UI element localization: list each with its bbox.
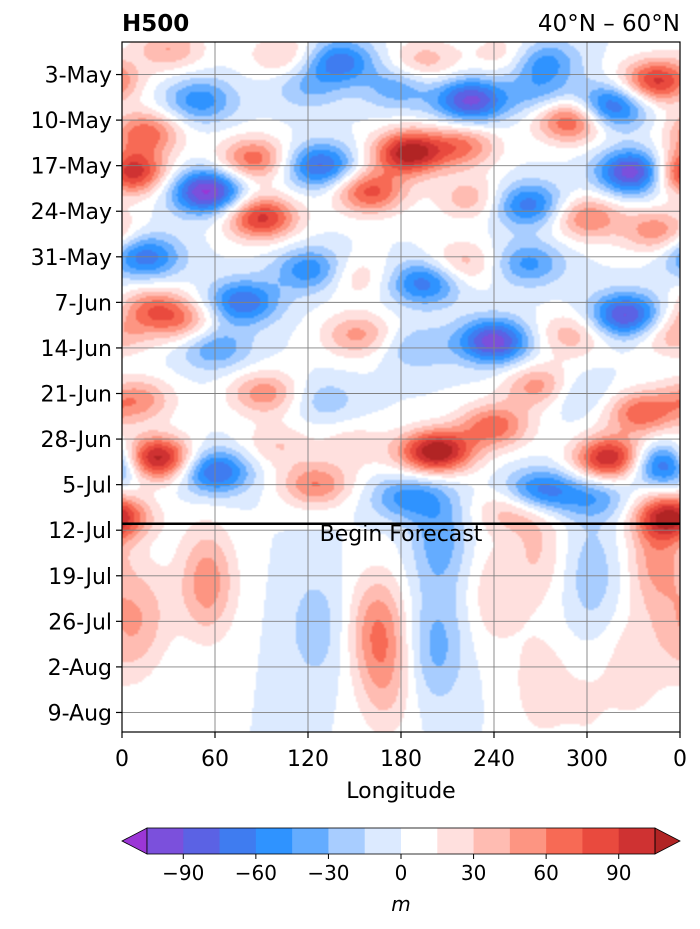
colorbar-tick-label: −30 [307,861,349,885]
y-axis: 3-May 10-May 17-May 24-May 31-May 7-Jun 14-Jun… [31,64,122,726]
colorbar-swatch [582,828,620,854]
x-tick-label: 180 [380,747,422,772]
colorbar-swatch [401,828,438,854]
colorbar: −90 −60 −30 0 30 60 90 [121,827,681,885]
colorbar-swatch [147,828,184,854]
y-tick-label: 28-Jun [40,428,112,453]
colorbar-tick-label: 90 [606,861,631,885]
y-tick-label: 24-May [31,200,112,225]
colorbar-swatch [473,828,511,854]
colorbar-tick-label: 60 [533,861,558,885]
gridlines [122,42,680,732]
colorbar-tick-label: −90 [162,861,204,885]
y-tick-label: 9-Aug [48,701,112,726]
x-tick-label: 60 [201,747,229,772]
title-right: 40°N – 60°N [538,11,680,37]
y-tick-label: 17-May [31,155,112,180]
colorbar-swatch [546,828,583,854]
y-tick-label: 21-Jun [40,383,112,408]
colorbar-tick-label: 0 [395,861,408,885]
y-tick-label: 10-May [31,109,112,134]
colorbar-swatch [509,828,547,854]
y-tick-label: 2-Aug [48,656,112,681]
y-tick-label: 3-May [45,64,112,89]
x-tick-label: 0 [115,747,129,772]
y-tick-label: 31-May [31,246,112,271]
x-axis: 0 60 120 180 240 300 0 [115,732,687,772]
y-tick-label: 5-Jul [62,474,112,499]
colorbar-swatch [255,828,293,854]
colorbar-swatch [328,828,366,854]
y-tick-label: 7-Jun [54,291,112,316]
x-tick-label: 120 [287,747,329,772]
colorbar-tick-label: 30 [461,861,486,885]
colorbar-swatch [618,828,656,854]
x-tick-label: 300 [566,747,608,772]
y-tick-label: 26-Jul [48,610,112,635]
y-tick-label: 14-Jun [40,337,112,362]
title-left: H500 [122,11,189,37]
colorbar-swatch [219,828,257,854]
x-tick-label: 240 [473,747,515,772]
colorbar-swatch [183,828,221,854]
colorbar-swatch [292,828,329,854]
y-tick-label: 12-Jul [48,519,112,544]
colorbar-label: m [391,892,410,916]
x-tick-label: 0 [673,747,687,772]
y-tick-label: 19-Jul [48,565,112,590]
x-axis-label: Longitude [346,779,455,804]
plot-area: Begin Forecast [121,41,681,733]
forecast-annotation: Begin Forecast [320,522,483,547]
colorbar-tick-label: −60 [235,861,277,885]
colorbar-swatch [364,828,402,854]
colorbar-swatch [437,828,475,854]
